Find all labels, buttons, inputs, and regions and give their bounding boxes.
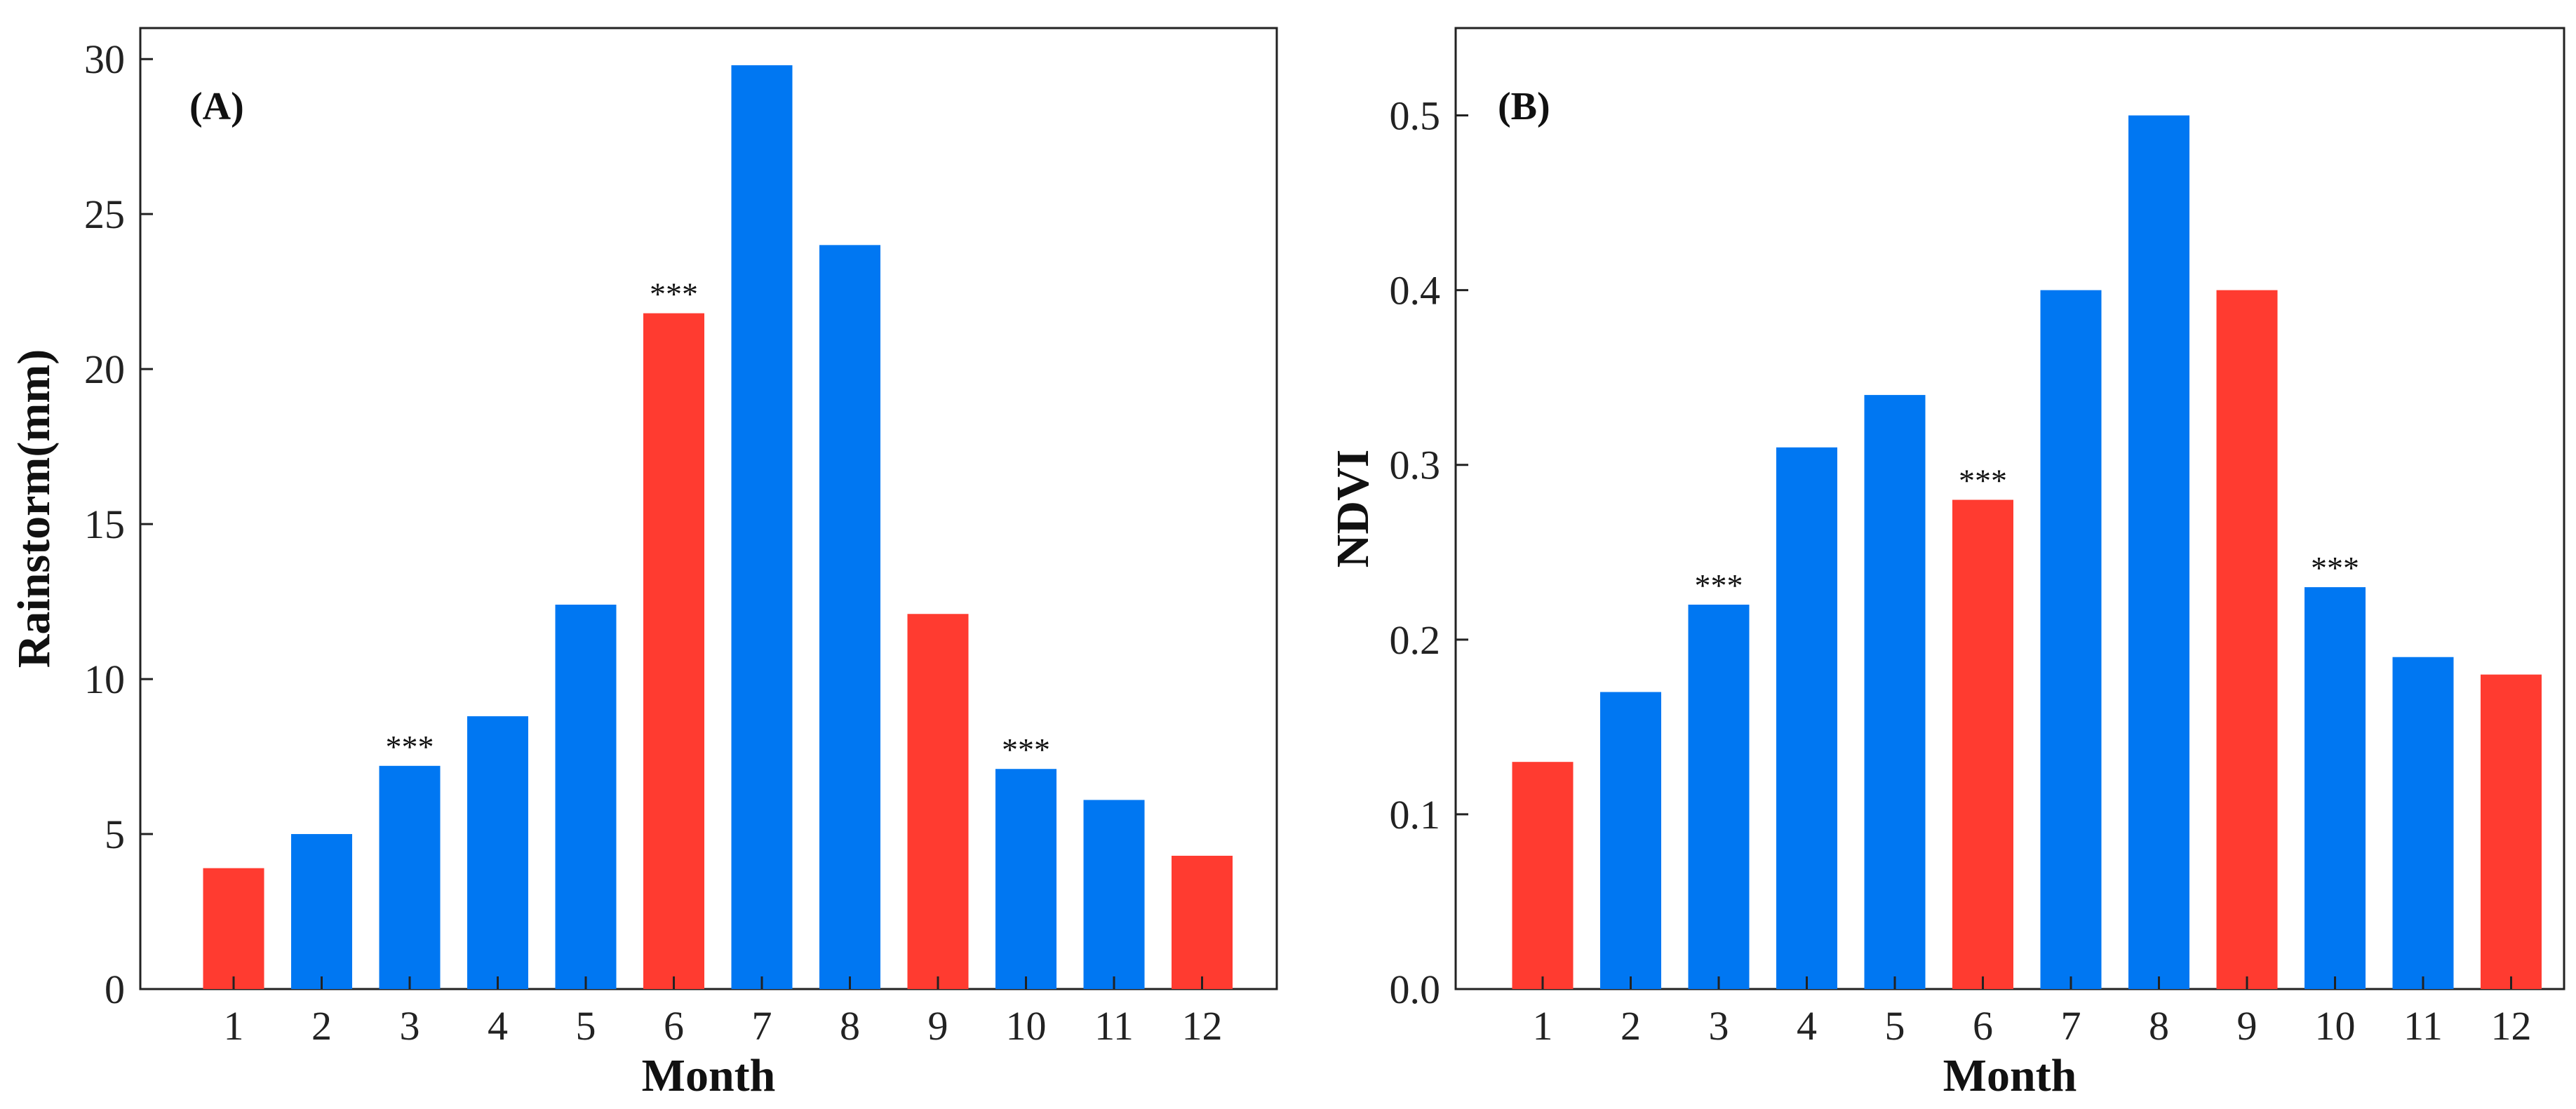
significance-marker-b: *** <box>1959 463 2007 499</box>
y-tick-label-a: 0 <box>105 967 125 1012</box>
bar-a-month-11 <box>1083 800 1145 989</box>
bar-b-month-11 <box>2392 657 2454 989</box>
x-tick-label-b: 10 <box>2315 1003 2356 1049</box>
chart-panel-b: ********* 0.00.10.20.30.40.5 1 2 3 4 5 6 7 8 9 10… <box>1327 27 2565 1101</box>
x-tick-label-a: 8 <box>840 1003 860 1049</box>
bar-a-month-8 <box>819 245 880 989</box>
x-tick-label-a: 2 <box>311 1003 332 1049</box>
bar-b-month-2 <box>1600 692 1661 989</box>
y-tick-label-a: 25 <box>84 191 125 237</box>
x-axis-title-b: Month <box>1943 1050 2077 1101</box>
y-tick-label-b: 0.1 <box>1390 792 1441 838</box>
x-tick-label-a: 3 <box>400 1003 420 1049</box>
bars-a <box>203 65 1233 990</box>
bar-a-month-3 <box>379 765 441 989</box>
x-tick-label-b: 12 <box>2491 1003 2532 1049</box>
y-tick-label-b: 0.5 <box>1390 93 1441 139</box>
x-tick-label-b: 2 <box>1621 1003 1641 1049</box>
x-axis-a: 1 2 3 4 5 6 7 8 9 10 11 12 <box>224 976 1223 1049</box>
bar-b-month-9 <box>2216 290 2278 989</box>
x-tick-label-a: 10 <box>1006 1003 1047 1049</box>
x-tick-label-b: 4 <box>1797 1003 1817 1049</box>
significance-marker-a: *** <box>386 729 434 765</box>
significance-marker-a: *** <box>1002 732 1050 767</box>
y-tick-label-a: 15 <box>84 502 125 547</box>
x-tick-label-b: 3 <box>1709 1003 1729 1049</box>
y-axis-a: 0 5 10 15 20 25 30 <box>84 36 153 1012</box>
x-tick-label-b: 11 <box>2403 1003 2443 1049</box>
bar-a-month-6 <box>643 313 704 989</box>
x-axis-title-a: Month <box>642 1050 776 1101</box>
x-tick-label-a: 12 <box>1182 1003 1223 1049</box>
bar-a-month-9 <box>907 614 969 989</box>
significance-marker-b: *** <box>2311 550 2359 586</box>
panel-label-b: (B) <box>1498 85 1550 128</box>
bar-a-month-10 <box>995 769 1056 989</box>
x-tick-label-b: 6 <box>1973 1003 1993 1049</box>
bar-b-month-7 <box>2040 290 2102 989</box>
bar-a-month-5 <box>555 605 617 989</box>
x-tick-label-a: 5 <box>576 1003 596 1049</box>
y-axis-title-b: NDVI <box>1327 450 1378 568</box>
y-tick-label-b: 0.0 <box>1390 967 1441 1012</box>
y-axis-b: 0.0 0.1 0.2 0.3 0.4 0.5 <box>1390 93 1468 1012</box>
bar-b-month-1 <box>1512 762 1574 989</box>
bars-b <box>1512 115 2542 990</box>
bar-b-month-3 <box>1688 605 1750 989</box>
bar-b-month-12 <box>2481 674 2542 989</box>
significance-markers-a: *** *** *** <box>386 276 1051 768</box>
significance-marker-a: *** <box>650 276 698 312</box>
significance-marker-b: *** <box>1695 567 1743 603</box>
plot-frame-a <box>139 27 1278 990</box>
y-tick-label-b: 0.3 <box>1390 443 1441 488</box>
x-tick-label-a: 7 <box>752 1003 772 1049</box>
x-tick-label-b: 9 <box>2237 1003 2258 1049</box>
bar-a-month-4 <box>467 716 528 989</box>
bar-b-month-10 <box>2305 587 2366 989</box>
x-tick-label-a: 4 <box>488 1003 508 1049</box>
bar-b-month-5 <box>1864 395 1926 989</box>
x-tick-label-a: 6 <box>664 1003 684 1049</box>
x-tick-label-b: 7 <box>2061 1003 2081 1049</box>
y-tick-label-a: 30 <box>84 36 125 82</box>
y-tick-label-b: 0.2 <box>1390 617 1441 663</box>
y-tick-label-a: 20 <box>84 347 125 392</box>
bar-b-month-4 <box>1776 447 1837 989</box>
x-tick-label-b: 8 <box>2149 1003 2169 1049</box>
bar-a-month-1 <box>203 868 264 989</box>
panel-label-a: (A) <box>189 85 244 128</box>
bar-a-month-12 <box>1172 855 1233 989</box>
y-tick-label-b: 0.4 <box>1390 268 1441 314</box>
bar-b-month-8 <box>2128 115 2189 990</box>
x-tick-label-a: 1 <box>224 1003 244 1049</box>
y-tick-label-a: 10 <box>84 657 125 702</box>
bar-b-month-6 <box>1952 499 2013 989</box>
x-tick-label-a: 11 <box>1094 1003 1134 1049</box>
y-axis-title-a: Rainstorm(mm) <box>8 349 60 668</box>
x-tick-label-a: 9 <box>928 1003 948 1049</box>
bar-a-month-2 <box>291 834 352 989</box>
significance-markers-b: *** *** *** <box>1695 463 2360 603</box>
x-axis-b: 1 2 3 4 5 6 7 8 9 10 11 12 <box>1533 976 2532 1049</box>
y-tick-label-a: 5 <box>105 812 125 857</box>
bar-a-month-7 <box>731 65 793 990</box>
x-tick-label-b: 5 <box>1885 1003 1905 1049</box>
x-tick-label-b: 1 <box>1533 1003 1553 1049</box>
